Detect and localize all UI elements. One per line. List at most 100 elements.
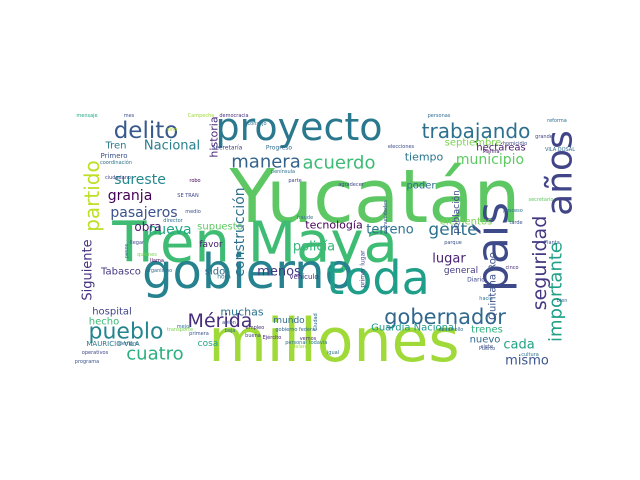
word-72: Marina xyxy=(482,149,499,155)
word-34: Siguiente xyxy=(81,239,96,300)
word-36: tecnología xyxy=(305,219,362,232)
word-46: poder xyxy=(406,181,436,192)
word-7: años xyxy=(540,130,581,216)
word-76: empleo xyxy=(246,325,265,331)
word-66: mensaje xyxy=(76,113,97,119)
word-39: hectáreas xyxy=(476,142,525,154)
word-87: cultura xyxy=(521,352,539,358)
word-16: importante xyxy=(546,242,567,342)
word-23: granja xyxy=(108,188,153,204)
word-12: gobernador xyxy=(384,305,506,329)
word-86: desarrollo xyxy=(439,327,464,333)
word-10: partido xyxy=(80,160,104,232)
word-11: pueblo xyxy=(89,320,164,345)
word-99: baja xyxy=(225,328,236,334)
word-123: comunidades xyxy=(383,200,389,234)
word-82: Ciudad xyxy=(313,313,319,330)
word-122: secretario xyxy=(529,197,554,203)
word-20: municipio xyxy=(456,152,524,168)
word-53: favor xyxy=(199,240,223,250)
word-90: llegar xyxy=(130,240,145,246)
word-50: sido xyxy=(205,267,225,278)
word-120: SE TRAN xyxy=(177,193,199,199)
word-49: mundo xyxy=(273,316,305,326)
word-112: fraude xyxy=(297,215,313,221)
word-63: vehículo xyxy=(289,273,318,281)
word-24: nueva xyxy=(148,222,191,238)
word-1: Tren Maya xyxy=(111,211,398,276)
word-103: parque xyxy=(444,240,462,246)
word-21: Nacional xyxy=(144,139,200,154)
word-110: siete xyxy=(481,344,493,350)
word-105: homicidio xyxy=(503,141,527,147)
word-85: parte xyxy=(288,178,301,184)
word-40: elementos xyxy=(440,217,493,228)
word-28: policía xyxy=(293,240,335,255)
word-8: trabajando xyxy=(422,119,531,143)
word-45: hospital xyxy=(92,307,132,318)
word-51: Tabasco xyxy=(100,267,141,278)
word-107: tarde xyxy=(509,220,522,226)
word-116: mes xyxy=(124,113,135,119)
word-95: coordinación xyxy=(100,159,132,166)
word-13: Mérida xyxy=(188,310,253,332)
word-75: director xyxy=(163,218,183,224)
word-44: nuevo xyxy=(470,335,501,346)
word-117: consejo xyxy=(247,121,266,127)
word-88: cinco xyxy=(505,265,518,271)
word-62: primer lugar xyxy=(360,250,367,288)
word-101: siempre xyxy=(118,341,138,347)
word-119: transporte xyxy=(167,327,193,333)
word-58: Primero xyxy=(100,152,127,160)
word-41: Quintana Roo xyxy=(488,252,499,320)
word-67: democracia xyxy=(219,113,248,119)
word-84: agradecer xyxy=(338,182,364,188)
word-124: quienes xyxy=(137,252,157,258)
word-18: acuerdo xyxy=(303,153,376,174)
word-27: construcción xyxy=(232,187,248,276)
word-60: Secretaría xyxy=(212,145,243,152)
word-80: primera xyxy=(189,331,209,337)
word-35: historia xyxy=(208,116,221,157)
word-109: igual xyxy=(327,350,339,356)
word-92: mejor xyxy=(177,324,192,330)
word-33: cada xyxy=(503,338,534,353)
word-108: bien xyxy=(557,298,568,304)
word-77: Ejército xyxy=(263,334,282,341)
word-121: personal xyxy=(285,340,307,346)
word-89: Puerto xyxy=(479,346,495,352)
word-114: adelante xyxy=(289,344,311,350)
word-64: hora xyxy=(217,274,231,281)
word-61: Progreso xyxy=(266,145,292,152)
word-83: península xyxy=(271,168,295,175)
word-100: ciudadano xyxy=(105,175,131,181)
word-97: llama xyxy=(150,258,164,264)
word-25: pasajeros xyxy=(110,205,177,221)
word-47: hecho xyxy=(89,317,119,328)
word-5: proyecto xyxy=(215,105,382,149)
word-14: cuatro xyxy=(126,344,183,365)
word-102: hacia xyxy=(479,296,492,302)
word-78: gobierno federal xyxy=(275,327,316,333)
word-55: cosa xyxy=(198,339,219,349)
word-73: robo xyxy=(189,178,200,184)
word-91: pesos xyxy=(124,243,130,258)
word-32: mismo xyxy=(505,354,549,369)
word-68: personas xyxy=(428,113,451,119)
word-31: lugar xyxy=(432,252,466,267)
word-69: reforma xyxy=(547,118,567,124)
word-81: buena xyxy=(245,333,261,339)
word-71: elecciones xyxy=(388,144,415,150)
word-17: manera xyxy=(231,152,300,173)
word-3: toda xyxy=(326,251,430,305)
word-2: gobierno xyxy=(142,244,354,300)
word-9: delito xyxy=(114,118,179,144)
word-59: MAURICIO VILA xyxy=(86,340,139,348)
word-74: medio xyxy=(185,209,201,215)
word-6: país xyxy=(468,202,519,292)
word-42: Guardia Nacional xyxy=(371,323,457,334)
word-43: trenes xyxy=(471,325,503,336)
word-98: avión xyxy=(222,319,236,326)
word-19: gente xyxy=(428,220,477,240)
